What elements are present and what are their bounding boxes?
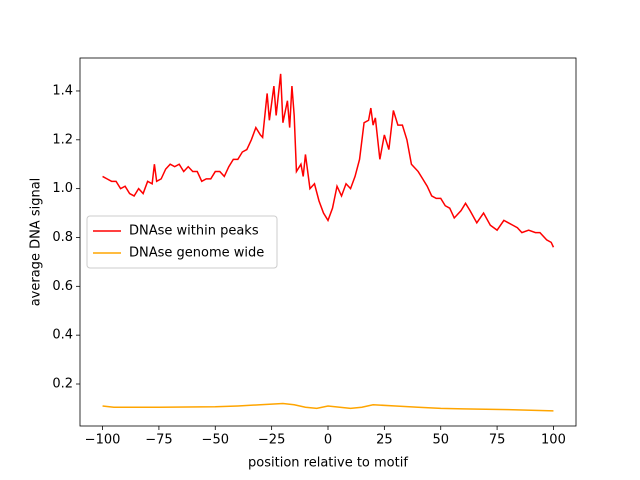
- legend-label: DNAse genome wide: [129, 246, 264, 261]
- x-axis-label: position relative to motif: [248, 456, 408, 471]
- data-line: [102, 73, 555, 248]
- legend-box: [86, 215, 278, 269]
- y-tick-label: 0.4: [52, 328, 73, 343]
- y-tick-label: 1.2: [52, 132, 73, 147]
- legend-label: DNAse within peaks: [129, 224, 259, 239]
- y-tick-label: 0.6: [52, 279, 73, 294]
- y-tick-label: 1.4: [52, 83, 73, 98]
- x-tick-label: 25: [376, 433, 393, 448]
- y-tick-label: 0.2: [52, 376, 73, 391]
- y-tick-label: 0.8: [52, 230, 73, 245]
- x-tick-label: −50: [202, 433, 229, 448]
- y-tick-label: 1.0: [52, 181, 73, 196]
- x-tick-label: 50: [432, 433, 449, 448]
- x-tick-label: −75: [145, 433, 172, 448]
- x-tick-label: 0: [324, 433, 332, 448]
- data-line: [102, 402, 554, 412]
- y-axis-label: average DNA signal: [29, 178, 44, 307]
- x-tick-label: −100: [85, 433, 121, 448]
- x-tick-label: 75: [489, 433, 506, 448]
- x-tick-label: 100: [541, 433, 566, 448]
- x-tick-label: −25: [258, 433, 285, 448]
- legend: DNAse within peaks DNAse genome wide: [86, 215, 278, 269]
